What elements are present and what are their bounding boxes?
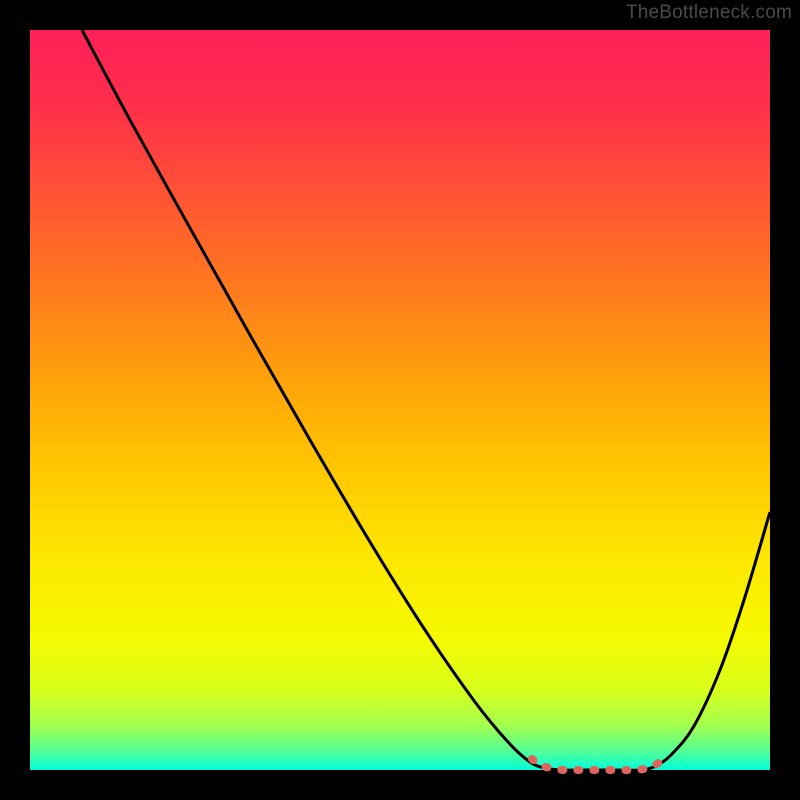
curve-layer [30,30,770,770]
watermark-text: TheBottleneck.com [626,2,792,24]
bottleneck-curve [82,30,770,770]
chart-root: TheBottleneck.com [0,0,800,800]
plot-area [30,30,770,770]
